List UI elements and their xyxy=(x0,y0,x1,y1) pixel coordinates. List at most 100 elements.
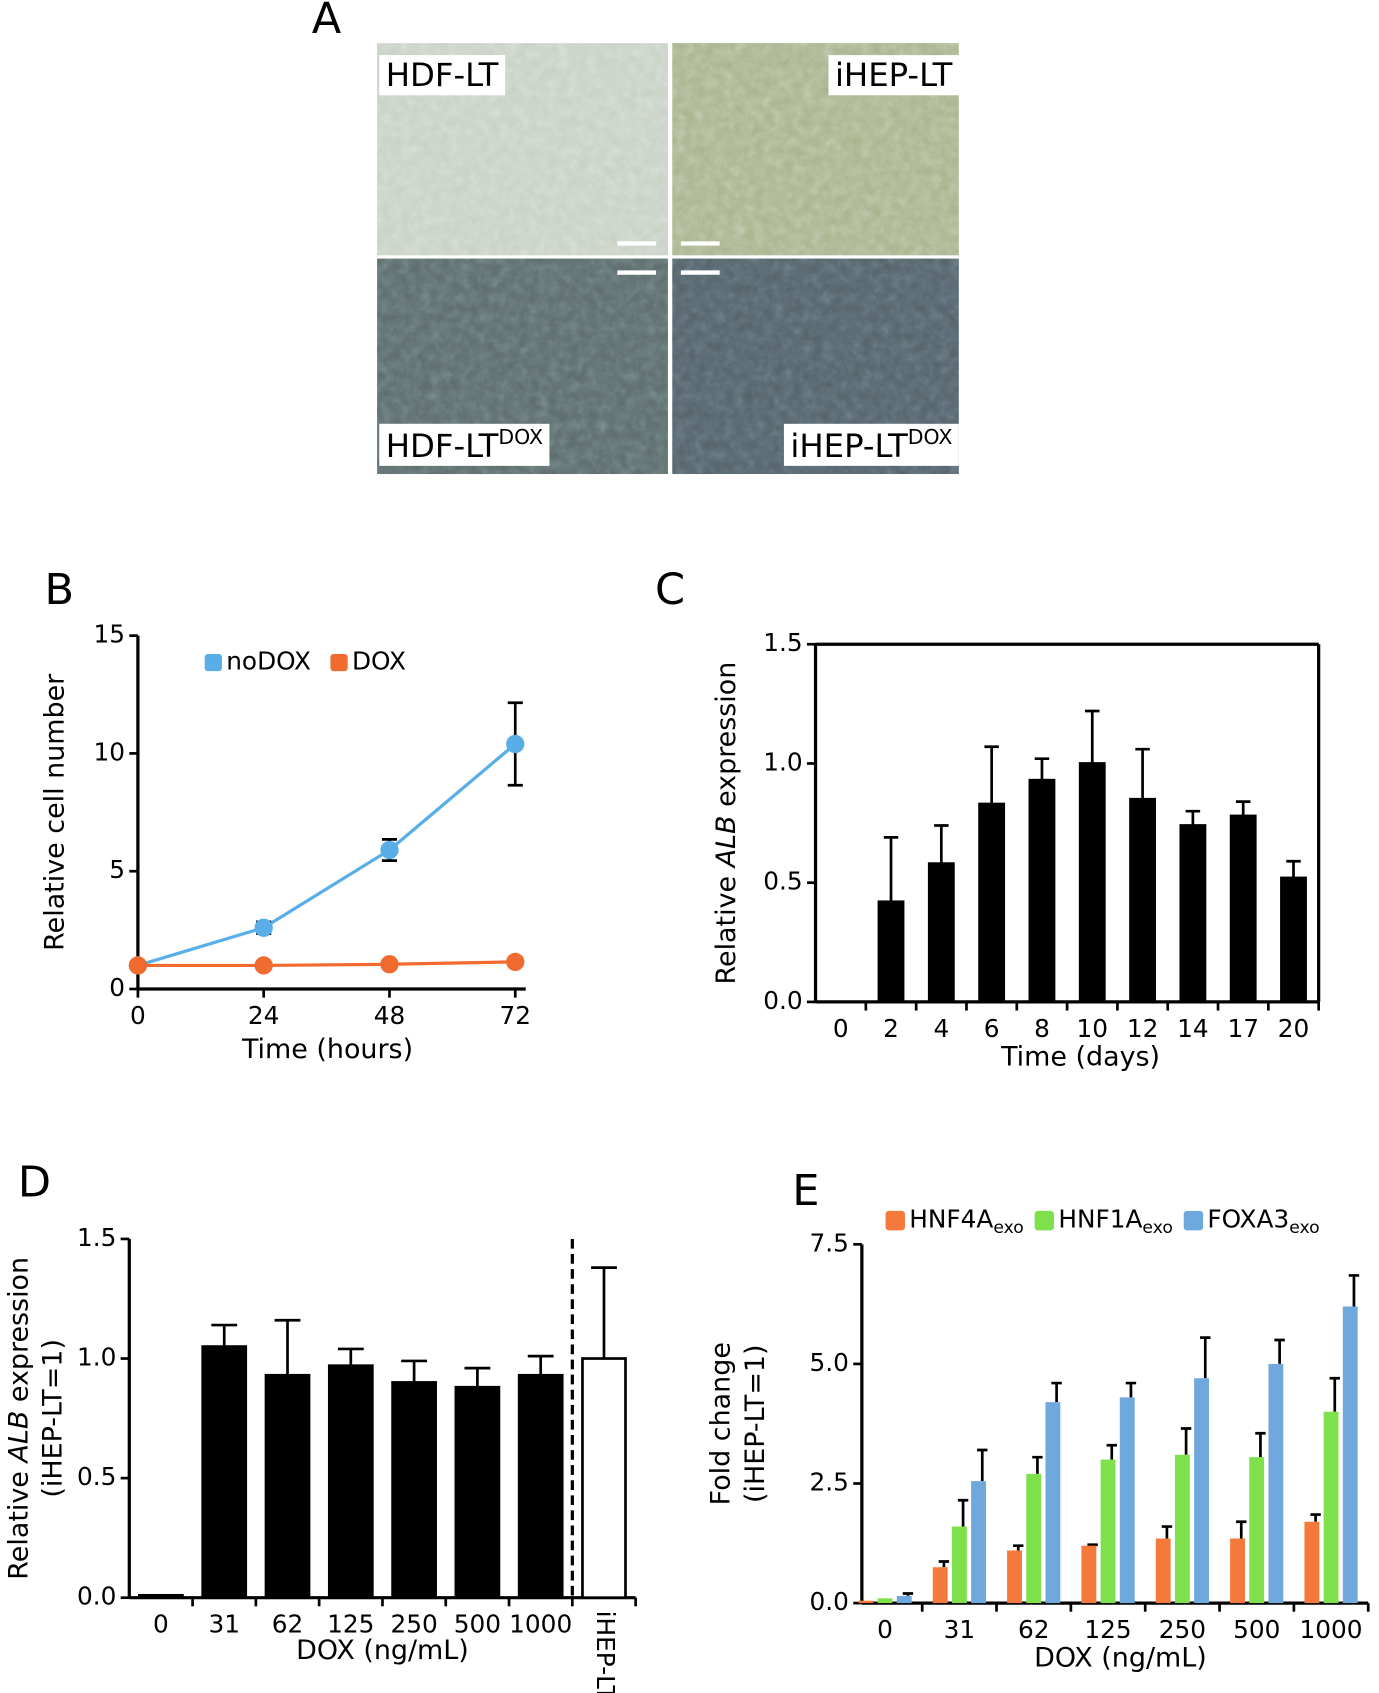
legend-sub: exo xyxy=(1289,1218,1320,1238)
bar xyxy=(327,1364,374,1600)
x-tick-label: 0 xyxy=(833,1014,849,1043)
x-tick-label: 125 xyxy=(327,1610,374,1639)
x-axis-label: Time (days) xyxy=(1000,1041,1160,1072)
image-label-bg xyxy=(828,55,960,96)
y-tick-label: 0.0 xyxy=(763,986,802,1015)
bar xyxy=(1268,1363,1284,1604)
y-tick-label: 0.0 xyxy=(77,1582,116,1611)
bar xyxy=(1155,1538,1171,1604)
legend-label: HNF1Aexo xyxy=(1058,1205,1173,1239)
error-bar xyxy=(938,1560,950,1568)
x-tick-label: 0 xyxy=(130,1001,146,1030)
x-tick-label: 1000 xyxy=(509,1610,572,1639)
series-line xyxy=(137,742,517,967)
error-bar xyxy=(1161,1525,1173,1539)
y-axis-label-part: ALB xyxy=(711,815,742,869)
x-tick-label: 2 xyxy=(883,1014,899,1043)
legend-label: FOXA3exo xyxy=(1207,1205,1319,1239)
error-bar xyxy=(1034,757,1050,781)
x-tick-label: 0 xyxy=(153,1610,169,1639)
image-label-sup: DOX xyxy=(908,425,953,449)
x-tick-label: 10 xyxy=(1077,1014,1109,1043)
data-point xyxy=(506,734,525,754)
bar xyxy=(1119,1397,1135,1604)
image-label: iHEP-LTDOX xyxy=(790,425,952,465)
legend-label: noDOX xyxy=(226,647,311,676)
bar xyxy=(1028,778,1056,1004)
bar xyxy=(1179,824,1207,1004)
bar xyxy=(877,1598,893,1604)
error-bar xyxy=(883,836,899,902)
bar xyxy=(1174,1454,1190,1604)
error-bar xyxy=(1180,1427,1192,1455)
x-tick-label: 62 xyxy=(272,1610,304,1639)
error-bar xyxy=(1310,1513,1321,1522)
bar xyxy=(391,1381,437,1600)
error-bar xyxy=(1135,747,1150,800)
y-tick-label: 1.0 xyxy=(77,1343,116,1372)
error-bar xyxy=(527,1354,554,1376)
bar xyxy=(1045,1402,1061,1604)
image-label: iHEP-LT xyxy=(835,56,953,94)
error-bar xyxy=(1106,1443,1117,1460)
y-axis-label: (iHEP-LT=1) xyxy=(37,1339,68,1498)
legend-name: FOXA3 xyxy=(1207,1205,1289,1234)
x-tick-label: 48 xyxy=(374,1001,406,1030)
x-axis-label: DOX (ng/mL) xyxy=(1034,1643,1207,1674)
y-tick-label: 5.0 xyxy=(810,1348,849,1377)
bar xyxy=(264,1373,311,1600)
legend-name: DOX xyxy=(352,647,406,676)
bar xyxy=(1129,797,1156,1004)
error-bar xyxy=(1274,1338,1285,1364)
bar xyxy=(951,1526,967,1604)
series-line xyxy=(137,960,516,968)
y-tick-label: 0.5 xyxy=(77,1462,116,1491)
x-tick-label: 1000 xyxy=(1300,1615,1363,1644)
panel-letter: E xyxy=(792,1166,819,1216)
bar xyxy=(877,900,905,1004)
bar xyxy=(517,1373,564,1600)
panel-letter: D xyxy=(18,1158,51,1208)
x-tick-label: iHEP-LT xyxy=(591,1611,620,1693)
bar xyxy=(932,1567,948,1604)
error-bar xyxy=(591,1266,617,1359)
legend-swatch xyxy=(1034,1210,1055,1231)
y-axis-label-part: Relative xyxy=(3,1463,34,1580)
image-label-text: HDF-LT xyxy=(386,56,499,94)
image-label: HDF-LTDOX xyxy=(386,425,543,465)
bar xyxy=(1100,1459,1116,1604)
y-tick-label: 5 xyxy=(109,855,125,884)
x-tick-label: 125 xyxy=(1084,1615,1131,1644)
data-point xyxy=(254,918,273,937)
legend-swatch xyxy=(330,653,348,672)
legend-sub: exo xyxy=(993,1218,1024,1238)
error-bar xyxy=(934,824,949,864)
bar xyxy=(201,1345,248,1600)
data-point xyxy=(380,840,399,860)
bar xyxy=(1323,1411,1339,1604)
x-tick-label: 250 xyxy=(1159,1615,1206,1644)
x-tick-label: 4 xyxy=(933,1014,949,1043)
error-bar xyxy=(1286,859,1301,878)
bar xyxy=(1249,1457,1265,1604)
legend-label: DOX xyxy=(352,647,406,676)
error-bar xyxy=(1032,1455,1043,1474)
x-tick-label: 500 xyxy=(454,1610,501,1639)
bar xyxy=(1007,1550,1022,1604)
y-tick-label: 10 xyxy=(93,737,125,766)
x-tick-label: 24 xyxy=(248,1001,280,1030)
x-tick-label: 6 xyxy=(984,1014,1000,1043)
y-axis-label: Relative cell number xyxy=(40,673,71,951)
y-tick-label: 1.0 xyxy=(763,747,802,776)
y-axis-label-part: expression xyxy=(3,1257,34,1411)
bar xyxy=(138,1593,184,1600)
y-axis-label: Relative ALB expression xyxy=(711,662,742,985)
error-bar xyxy=(1085,709,1100,764)
bar xyxy=(971,1481,986,1604)
y-tick-label: 15 xyxy=(93,620,125,649)
y-axis-label-part: ALB xyxy=(3,1411,34,1465)
error-bar xyxy=(464,1366,491,1388)
bar xyxy=(896,1595,912,1604)
y-tick-label: 1.5 xyxy=(763,628,802,657)
bar xyxy=(454,1385,501,1600)
